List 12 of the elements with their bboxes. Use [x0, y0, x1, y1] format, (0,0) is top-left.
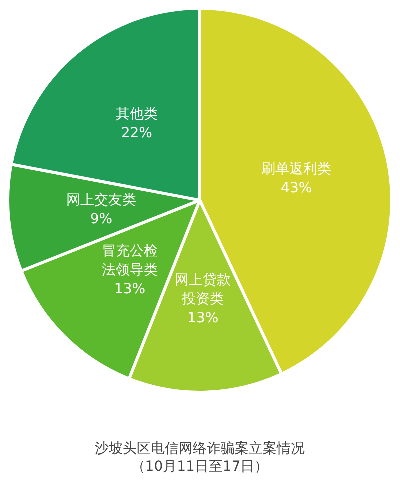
data-label: 13% [114, 281, 146, 298]
slice-label: 刷单返利类 [262, 161, 332, 178]
slice-label: 冒充公检法领导类 [102, 243, 158, 278]
data-label: 22% [121, 126, 152, 142]
data-label: 43% [281, 180, 312, 196]
data-label: 13% [188, 310, 219, 326]
slice-label: 其他类 [116, 106, 158, 123]
text: 沙坡头区电信网络诈骗案立案情况 [95, 440, 305, 457]
text: （10月11日至17日） [131, 459, 269, 475]
data-label: 9% [90, 211, 113, 228]
slice-label: 网上交友类 [66, 192, 136, 208]
slice-label: 网上贷款投资类 [175, 272, 232, 308]
